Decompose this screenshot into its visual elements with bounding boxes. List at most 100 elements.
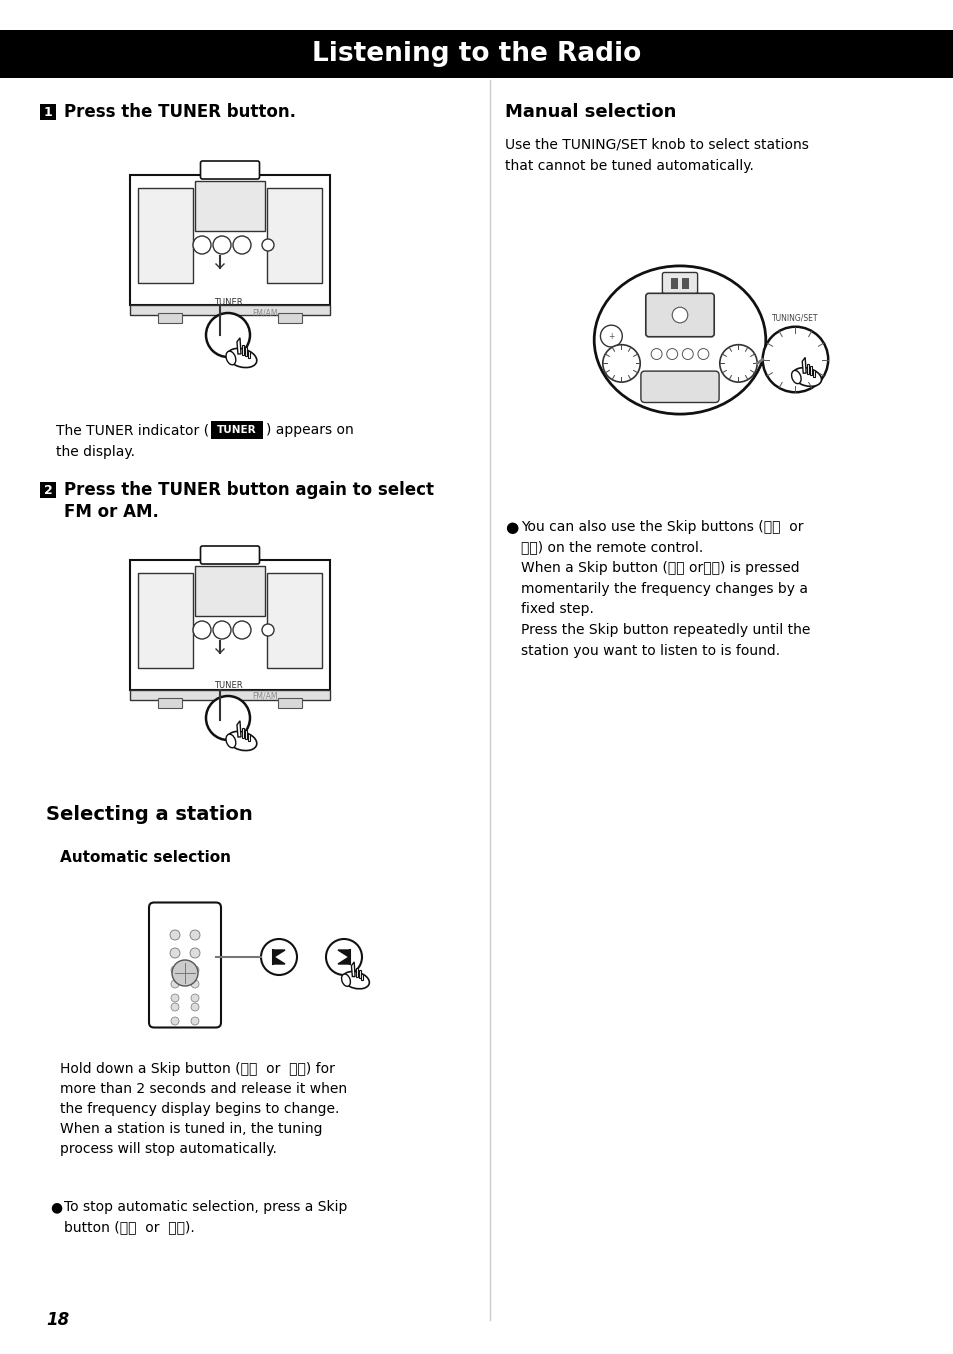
Polygon shape <box>248 351 250 357</box>
Text: 18: 18 <box>46 1311 70 1330</box>
Polygon shape <box>274 951 285 957</box>
Circle shape <box>171 965 179 974</box>
Polygon shape <box>809 367 811 375</box>
Polygon shape <box>355 968 357 978</box>
Text: ●: ● <box>504 520 517 535</box>
Bar <box>40 482 56 498</box>
Circle shape <box>171 994 179 1002</box>
Text: +: + <box>607 332 614 341</box>
Polygon shape <box>245 730 247 739</box>
FancyBboxPatch shape <box>640 371 719 402</box>
Text: TUNER: TUNER <box>217 425 256 435</box>
Text: TUNING/SET: TUNING/SET <box>771 313 818 322</box>
Bar <box>130 691 330 700</box>
Ellipse shape <box>594 265 765 414</box>
Text: 2: 2 <box>44 483 52 497</box>
Ellipse shape <box>792 368 821 386</box>
Circle shape <box>719 345 757 382</box>
FancyBboxPatch shape <box>661 272 697 294</box>
FancyBboxPatch shape <box>200 546 259 565</box>
Text: Listening to the Radio: Listening to the Radio <box>312 41 641 66</box>
Bar <box>277 699 302 708</box>
Polygon shape <box>812 370 814 376</box>
Circle shape <box>213 621 231 639</box>
Circle shape <box>326 940 361 975</box>
Polygon shape <box>236 338 241 353</box>
Circle shape <box>191 980 199 988</box>
Circle shape <box>190 948 200 959</box>
FancyBboxPatch shape <box>138 187 193 283</box>
Circle shape <box>681 348 693 360</box>
Circle shape <box>190 930 200 940</box>
Circle shape <box>170 930 180 940</box>
Text: FM/AM: FM/AM <box>252 309 277 317</box>
Text: Manual selection: Manual selection <box>504 103 676 121</box>
Circle shape <box>213 236 231 255</box>
Text: To stop automatic selection, press a Skip
button (⏮⏮  or  ⏭⏭).: To stop automatic selection, press a Ski… <box>64 1200 347 1233</box>
Ellipse shape <box>227 348 256 367</box>
Circle shape <box>171 980 179 988</box>
Circle shape <box>233 236 251 255</box>
Ellipse shape <box>341 974 350 986</box>
Polygon shape <box>337 957 349 964</box>
Circle shape <box>233 621 251 639</box>
Circle shape <box>191 994 199 1002</box>
Circle shape <box>193 236 211 255</box>
Text: ●: ● <box>50 1200 62 1215</box>
FancyBboxPatch shape <box>645 294 714 337</box>
Text: TUNER: TUNER <box>213 681 242 691</box>
Text: Use the TUNING/SET knob to select stations
that cannot be tuned automatically.: Use the TUNING/SET knob to select statio… <box>504 138 808 172</box>
Text: TUNER: TUNER <box>213 298 242 307</box>
Polygon shape <box>351 961 355 976</box>
Text: Selecting a station: Selecting a station <box>46 806 253 825</box>
Text: ) appears on: ) appears on <box>266 422 354 437</box>
Polygon shape <box>358 971 360 979</box>
Circle shape <box>206 696 250 741</box>
Bar <box>40 104 56 121</box>
Polygon shape <box>337 951 349 957</box>
Polygon shape <box>806 364 808 374</box>
Circle shape <box>262 624 274 636</box>
Bar <box>681 278 688 290</box>
Bar <box>158 699 182 708</box>
Circle shape <box>191 965 199 974</box>
FancyBboxPatch shape <box>267 187 322 283</box>
Circle shape <box>262 240 274 250</box>
Circle shape <box>602 345 639 382</box>
Text: Automatic selection: Automatic selection <box>60 850 231 865</box>
Circle shape <box>672 307 687 322</box>
Polygon shape <box>241 728 244 738</box>
Bar <box>277 313 302 324</box>
Circle shape <box>191 1003 199 1011</box>
Text: 1: 1 <box>44 106 52 119</box>
Circle shape <box>191 1017 199 1025</box>
Text: Press the TUNER button.: Press the TUNER button. <box>64 103 295 121</box>
Circle shape <box>170 948 180 959</box>
Circle shape <box>193 621 211 639</box>
FancyBboxPatch shape <box>267 573 322 668</box>
Circle shape <box>698 348 708 360</box>
Ellipse shape <box>227 731 256 750</box>
Polygon shape <box>245 347 247 356</box>
Text: the display.: the display. <box>56 445 135 459</box>
Polygon shape <box>248 734 250 741</box>
Ellipse shape <box>226 351 235 364</box>
Circle shape <box>171 1017 179 1025</box>
FancyBboxPatch shape <box>149 903 221 1028</box>
Polygon shape <box>274 957 285 964</box>
Bar <box>158 313 182 324</box>
Circle shape <box>651 348 661 360</box>
Text: Press the TUNER button again to select: Press the TUNER button again to select <box>64 481 434 500</box>
Text: Hold down a Skip button (⏮⏮  or  ⏭⏭) for
more than 2 seconds and release it when: Hold down a Skip button (⏮⏮ or ⏭⏭) for m… <box>60 1062 347 1156</box>
Circle shape <box>172 960 198 986</box>
Ellipse shape <box>791 371 801 383</box>
FancyBboxPatch shape <box>130 175 330 305</box>
Circle shape <box>599 325 621 347</box>
Bar <box>211 421 263 439</box>
FancyBboxPatch shape <box>194 566 265 616</box>
Text: FM or AM.: FM or AM. <box>64 502 159 521</box>
Bar <box>130 305 330 315</box>
FancyBboxPatch shape <box>138 573 193 668</box>
Bar <box>671 278 677 290</box>
Polygon shape <box>236 720 241 737</box>
